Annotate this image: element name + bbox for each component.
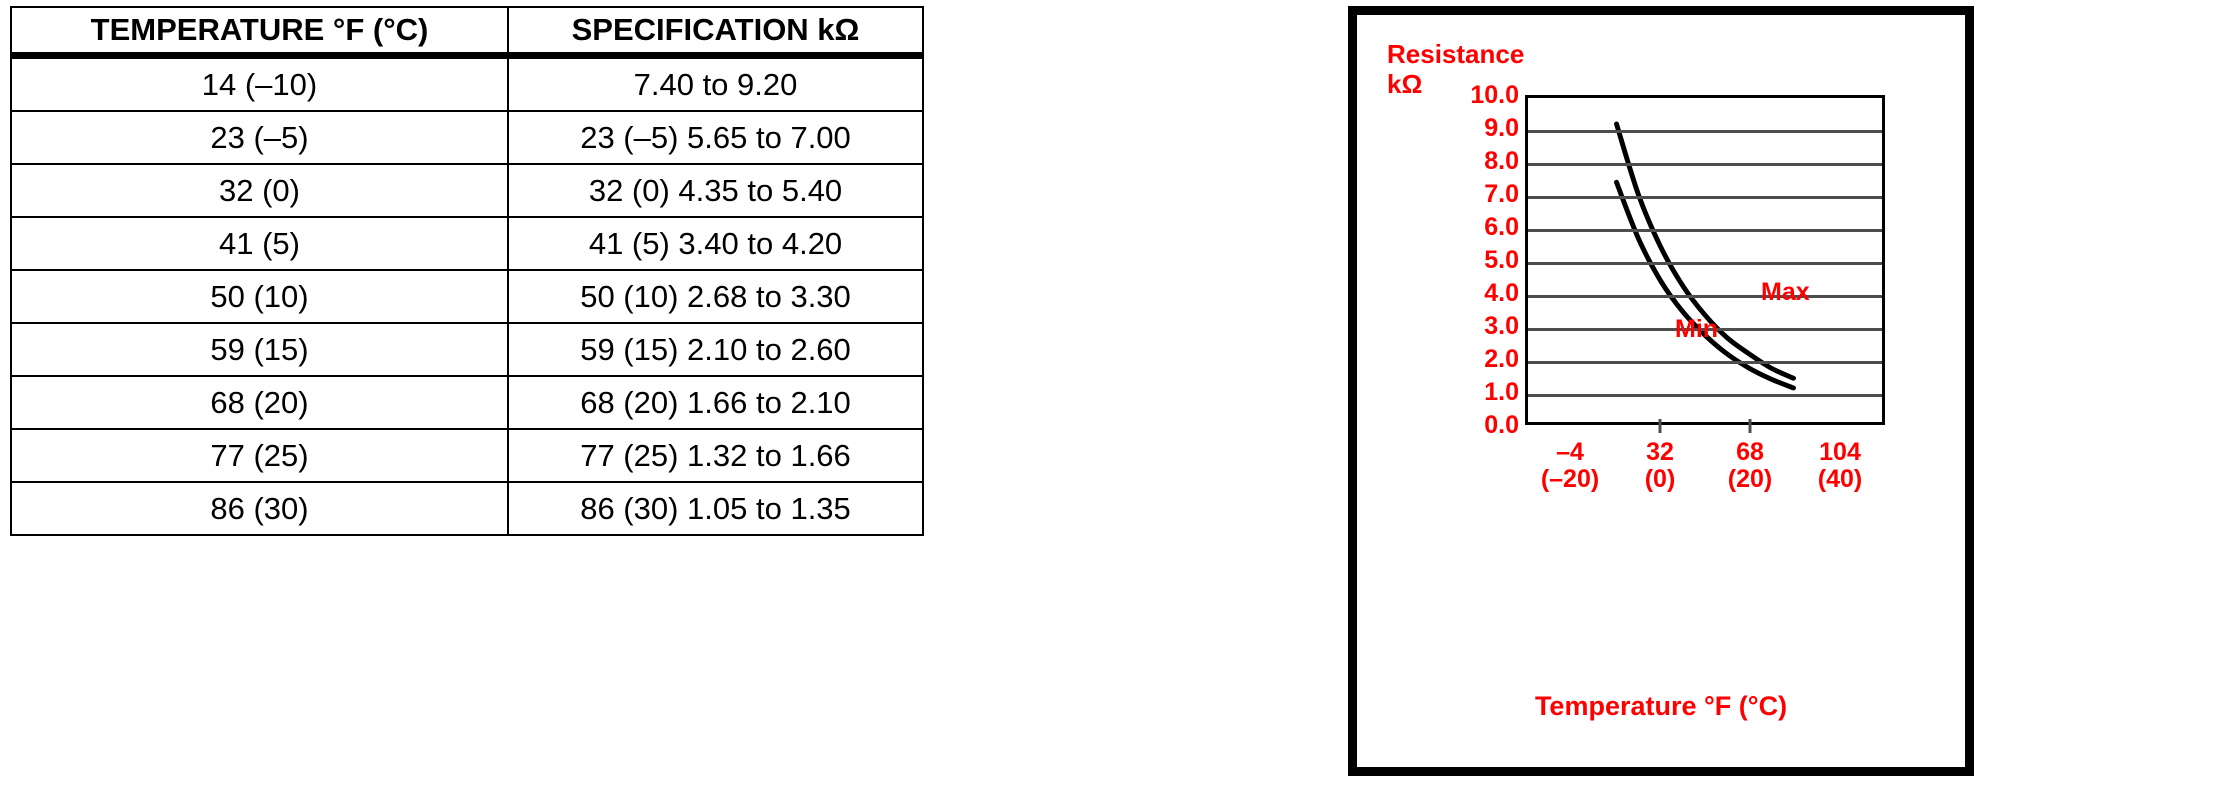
cell-temperature: 50 (10) (10, 269, 509, 324)
y-tick-label: 2.0 (1484, 345, 1519, 373)
cell-specification: 41 (5) 3.40 to 4.20 (507, 216, 924, 271)
cell-temperature: 41 (5) (10, 216, 509, 271)
cell-temperature: 14 (–10) (10, 54, 509, 112)
table-row: 41 (5) 41 (5) 3.40 to 4.20 (10, 216, 924, 271)
y-tick-label: 1.0 (1484, 378, 1519, 406)
table-row: 50 (10) 50 (10) 2.68 to 3.30 (10, 269, 924, 324)
cell-specification: 50 (10) 2.68 to 3.30 (507, 269, 924, 324)
table-row: 14 (–10) 7.40 to 9.20 (10, 54, 924, 112)
x-tick-celsius: (–20) (1540, 465, 1600, 493)
x-tick-label: –4 (–20) (1541, 439, 1599, 493)
series-label-min: Min (1675, 315, 1719, 343)
cell-specification: 86 (30) 1.05 to 1.35 (507, 481, 924, 536)
x-tick-mark (1748, 419, 1752, 433)
table-row: 77 (25) 77 (25) 1.32 to 1.66 (10, 428, 924, 483)
x-tick-mark (1658, 419, 1662, 433)
series-label-max: Max (1761, 278, 1810, 306)
gridline (1528, 195, 1882, 199)
x-tick-celsius: (0) (1644, 465, 1676, 493)
column-header-specification: SPECIFICATION kΩ (507, 6, 924, 59)
gridline (1528, 360, 1882, 364)
y-tick-label: 3.0 (1484, 312, 1519, 340)
x-tick-celsius: (20) (1727, 465, 1773, 493)
x-tick-celsius: (40) (1817, 465, 1863, 493)
column-header-temperature: TEMPERATURE °F (°C) (10, 6, 509, 59)
table-row: 32 (0) 32 (0) 4.35 to 5.40 (10, 163, 924, 218)
curve-lines (1614, 121, 1796, 391)
gridline (1528, 327, 1882, 331)
x-tick-fahrenheit: 104 (1819, 438, 1861, 466)
cell-temperature: 59 (15) (10, 322, 509, 377)
y-tick-label: 7.0 (1484, 180, 1519, 208)
y-tick-label: 4.0 (1484, 279, 1519, 307)
cell-specification: 77 (25) 1.32 to 1.66 (507, 428, 924, 483)
gridline (1528, 261, 1882, 265)
table-row: 59 (15) 59 (15) 2.10 to 2.60 (10, 322, 924, 377)
cell-specification: 23 (–5) 5.65 to 7.00 (507, 110, 924, 165)
y-tick-label: 6.0 (1484, 213, 1519, 241)
gridline (1528, 228, 1882, 232)
x-tick-fahrenheit: 68 (1736, 438, 1764, 466)
y-axis-title: Resistance kΩ (1387, 39, 1524, 99)
x-tick-label: 32 (0) (1645, 439, 1676, 493)
cell-specification: 59 (15) 2.10 to 2.60 (507, 322, 924, 377)
x-axis-title: Temperature °F (°C) (1534, 691, 1788, 721)
y-axis-title-line2: kΩ (1387, 69, 1423, 99)
gridline (1528, 129, 1882, 133)
y-tick-label: 10.0 (1470, 81, 1519, 109)
cell-temperature: 77 (25) (10, 428, 509, 483)
table-header-row: TEMPERATURE °F (°C) SPECIFICATION kΩ (10, 6, 924, 59)
cell-temperature: 32 (0) (10, 163, 509, 218)
resistance-chart-panel: Resistance kΩ 10.0 9.0 8.0 7.0 6.0 5.0 4.0 3.0 2… (1348, 6, 1974, 776)
cell-specification: 32 (0) 4.35 to 5.40 (507, 163, 924, 218)
y-tick-label: 0.0 (1484, 411, 1519, 439)
cell-temperature: 68 (20) (10, 375, 509, 430)
y-tick-label: 5.0 (1484, 246, 1519, 274)
curve-min (1614, 179, 1796, 391)
x-tick-fahrenheit: 32 (1646, 438, 1674, 466)
plot-area (1525, 95, 1885, 425)
x-axis-tick-labels: –4 (–20) 32 (0) 68 (20) 104 (40) (1525, 419, 1885, 503)
cell-temperature: 86 (30) (10, 481, 509, 536)
table-row: 23 (–5) 23 (–5) 5.65 to 7.00 (10, 110, 924, 165)
y-axis-tick-labels: 10.0 9.0 8.0 7.0 6.0 5.0 4.0 3.0 2.0 1.0 0.0 (1429, 83, 1519, 438)
x-tick-label: 68 (20) (1728, 439, 1772, 493)
table-body: 14 (–10) 7.40 to 9.20 23 (–5) 23 (–5) 5.65 … (10, 54, 924, 536)
y-tick-label: 8.0 (1484, 147, 1519, 175)
chart-inner: Resistance kΩ 10.0 9.0 8.0 7.0 6.0 5.0 4.0 3.0 2… (1357, 15, 1965, 767)
cell-temperature: 23 (–5) (10, 110, 509, 165)
cell-specification: 7.40 to 9.20 (507, 54, 924, 112)
gridline (1528, 294, 1882, 298)
x-tick-fahrenheit: –4 (1556, 438, 1584, 466)
cell-specification: 68 (20) 1.66 to 2.10 (507, 375, 924, 430)
y-axis-title-line1: Resistance (1387, 39, 1525, 69)
specification-table-container: TEMPERATURE °F (°C) SPECIFICATION kΩ 14 … (10, 6, 924, 536)
gridline (1528, 393, 1882, 397)
table-row: 86 (30) 86 (30) 1.05 to 1.35 (10, 481, 924, 536)
gridline (1528, 162, 1882, 166)
y-tick-label: 9.0 (1484, 114, 1519, 142)
table-row: 68 (20) 68 (20) 1.66 to 2.10 (10, 375, 924, 430)
specification-table: TEMPERATURE °F (°C) SPECIFICATION kΩ 14 … (10, 6, 924, 536)
x-tick-label: 104 (40) (1818, 439, 1862, 493)
curve-max (1614, 121, 1796, 381)
